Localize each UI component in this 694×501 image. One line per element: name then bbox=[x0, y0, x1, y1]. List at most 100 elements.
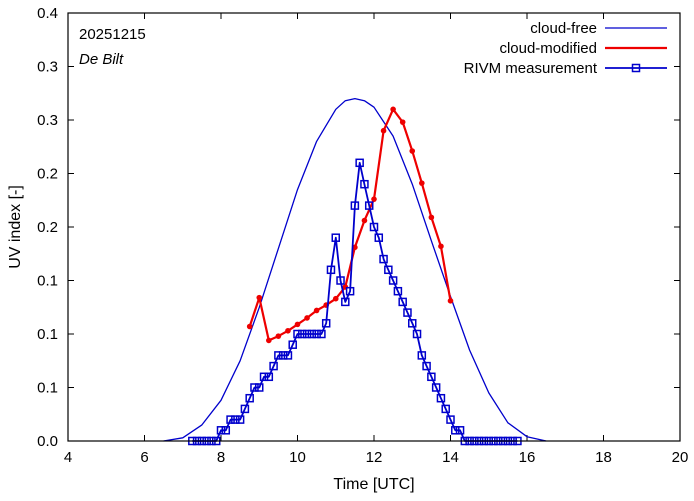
location-label: De Bilt bbox=[79, 51, 124, 68]
data-point-square bbox=[374, 233, 384, 242]
data-point-square bbox=[250, 383, 259, 392]
y-axis-title: UV index [-] bbox=[7, 185, 24, 269]
date-label: 20251215 bbox=[79, 26, 146, 43]
y-tick-label: 0.0 bbox=[37, 433, 58, 450]
data-point-square bbox=[369, 222, 379, 232]
data-point bbox=[390, 106, 396, 113]
x-tick-label: 18 bbox=[595, 449, 612, 466]
legend-label: RIVM measurement bbox=[464, 60, 598, 77]
data-point-square bbox=[274, 351, 283, 360]
series-cloud-free bbox=[163, 97, 547, 442]
data-point bbox=[275, 333, 282, 339]
x-tick-label: 8 bbox=[217, 449, 225, 466]
data-point bbox=[447, 298, 454, 304]
data-point bbox=[246, 323, 253, 330]
x-tick-label: 6 bbox=[140, 449, 148, 466]
data-point bbox=[294, 321, 301, 328]
data-point bbox=[361, 217, 368, 224]
series-cloud-modified bbox=[246, 106, 454, 344]
data-point-square bbox=[408, 319, 417, 328]
data-point-square bbox=[216, 426, 226, 435]
data-point-square bbox=[436, 393, 446, 403]
x-tick-label: 16 bbox=[519, 449, 536, 466]
data-point bbox=[380, 127, 387, 134]
legend-marker bbox=[631, 63, 641, 73]
data-point-square bbox=[364, 201, 374, 210]
data-point-square bbox=[360, 179, 369, 189]
data-point-square bbox=[221, 426, 231, 435]
data-point-square bbox=[278, 351, 288, 360]
y-tick-label: 0.4 bbox=[37, 5, 58, 22]
data-point-square bbox=[379, 254, 388, 264]
y-tick-label: 0.3 bbox=[37, 59, 58, 76]
data-point bbox=[285, 327, 291, 334]
data-point-square bbox=[431, 383, 441, 392]
data-point-square bbox=[317, 329, 326, 339]
x-tick-label: 4 bbox=[64, 449, 72, 466]
data-point-square bbox=[288, 340, 297, 349]
data-point-square bbox=[417, 351, 427, 360]
data-point bbox=[332, 295, 339, 302]
series-line bbox=[248, 108, 452, 342]
data-point bbox=[304, 315, 310, 321]
plot-frame bbox=[67, 12, 681, 442]
data-point-square bbox=[255, 383, 264, 392]
data-point-square bbox=[341, 297, 350, 307]
data-point-square bbox=[388, 276, 398, 285]
data-point-square bbox=[446, 415, 455, 424]
series-layer bbox=[163, 97, 547, 446]
legend-label: cloud-free bbox=[530, 20, 597, 37]
data-point-square bbox=[307, 329, 317, 339]
data-point bbox=[371, 196, 377, 202]
y-tick-label: 0.1 bbox=[37, 326, 58, 343]
data-point-square bbox=[403, 308, 412, 317]
series-line bbox=[163, 97, 547, 442]
data-point-square bbox=[427, 372, 436, 382]
data-point bbox=[399, 119, 406, 125]
y-tick-label: 0.1 bbox=[37, 273, 58, 290]
data-point-square bbox=[336, 276, 345, 285]
data-point-square bbox=[312, 329, 321, 339]
y-tick-label: 0.2 bbox=[37, 166, 58, 183]
x-tick-label: 10 bbox=[289, 449, 306, 466]
data-point-square bbox=[302, 329, 312, 339]
data-point bbox=[409, 148, 416, 154]
x-tick-label: 20 bbox=[672, 449, 689, 466]
data-point-square bbox=[240, 404, 250, 414]
data-point-square bbox=[398, 297, 407, 307]
legend: cloud-free cloud-modified RIVM measurement bbox=[464, 20, 667, 77]
data-point-square bbox=[384, 265, 393, 275]
data-point bbox=[419, 180, 425, 186]
legend-label: cloud-modified bbox=[499, 40, 597, 57]
data-point-square bbox=[326, 265, 336, 275]
data-point-square bbox=[283, 351, 293, 360]
data-point-square bbox=[293, 329, 302, 339]
data-point-square bbox=[412, 329, 422, 339]
data-point-square bbox=[393, 286, 403, 296]
data-point-square bbox=[235, 415, 245, 424]
data-point-square bbox=[422, 361, 431, 371]
series-rivm-measurement bbox=[188, 158, 522, 446]
y-tick-label: 0.3 bbox=[37, 112, 58, 129]
data-point bbox=[266, 337, 272, 344]
data-point-square bbox=[441, 404, 450, 414]
x-tick-label: 14 bbox=[442, 449, 459, 466]
data-point-square bbox=[231, 415, 240, 424]
data-point-square bbox=[298, 329, 307, 339]
data-point-square bbox=[455, 426, 465, 435]
y-tick-label: 0.1 bbox=[37, 380, 58, 397]
tick-labels: 4 6 8 10 12 14 16 18 20 0.0 0.1 0.1 0.1 0.2 0.2 0.3 0.3 0… bbox=[37, 5, 688, 466]
data-point-square bbox=[259, 372, 269, 382]
data-point bbox=[428, 214, 435, 221]
data-point-square bbox=[226, 415, 235, 424]
y-tick-label: 0.2 bbox=[37, 219, 58, 236]
data-point bbox=[256, 294, 263, 301]
data-point-square bbox=[245, 393, 254, 403]
data-point-square bbox=[350, 201, 360, 210]
x-axis-title: Time [UTC] bbox=[333, 476, 414, 493]
data-point-square bbox=[451, 426, 460, 435]
data-point-square bbox=[321, 319, 331, 328]
data-point-square bbox=[355, 158, 364, 168]
